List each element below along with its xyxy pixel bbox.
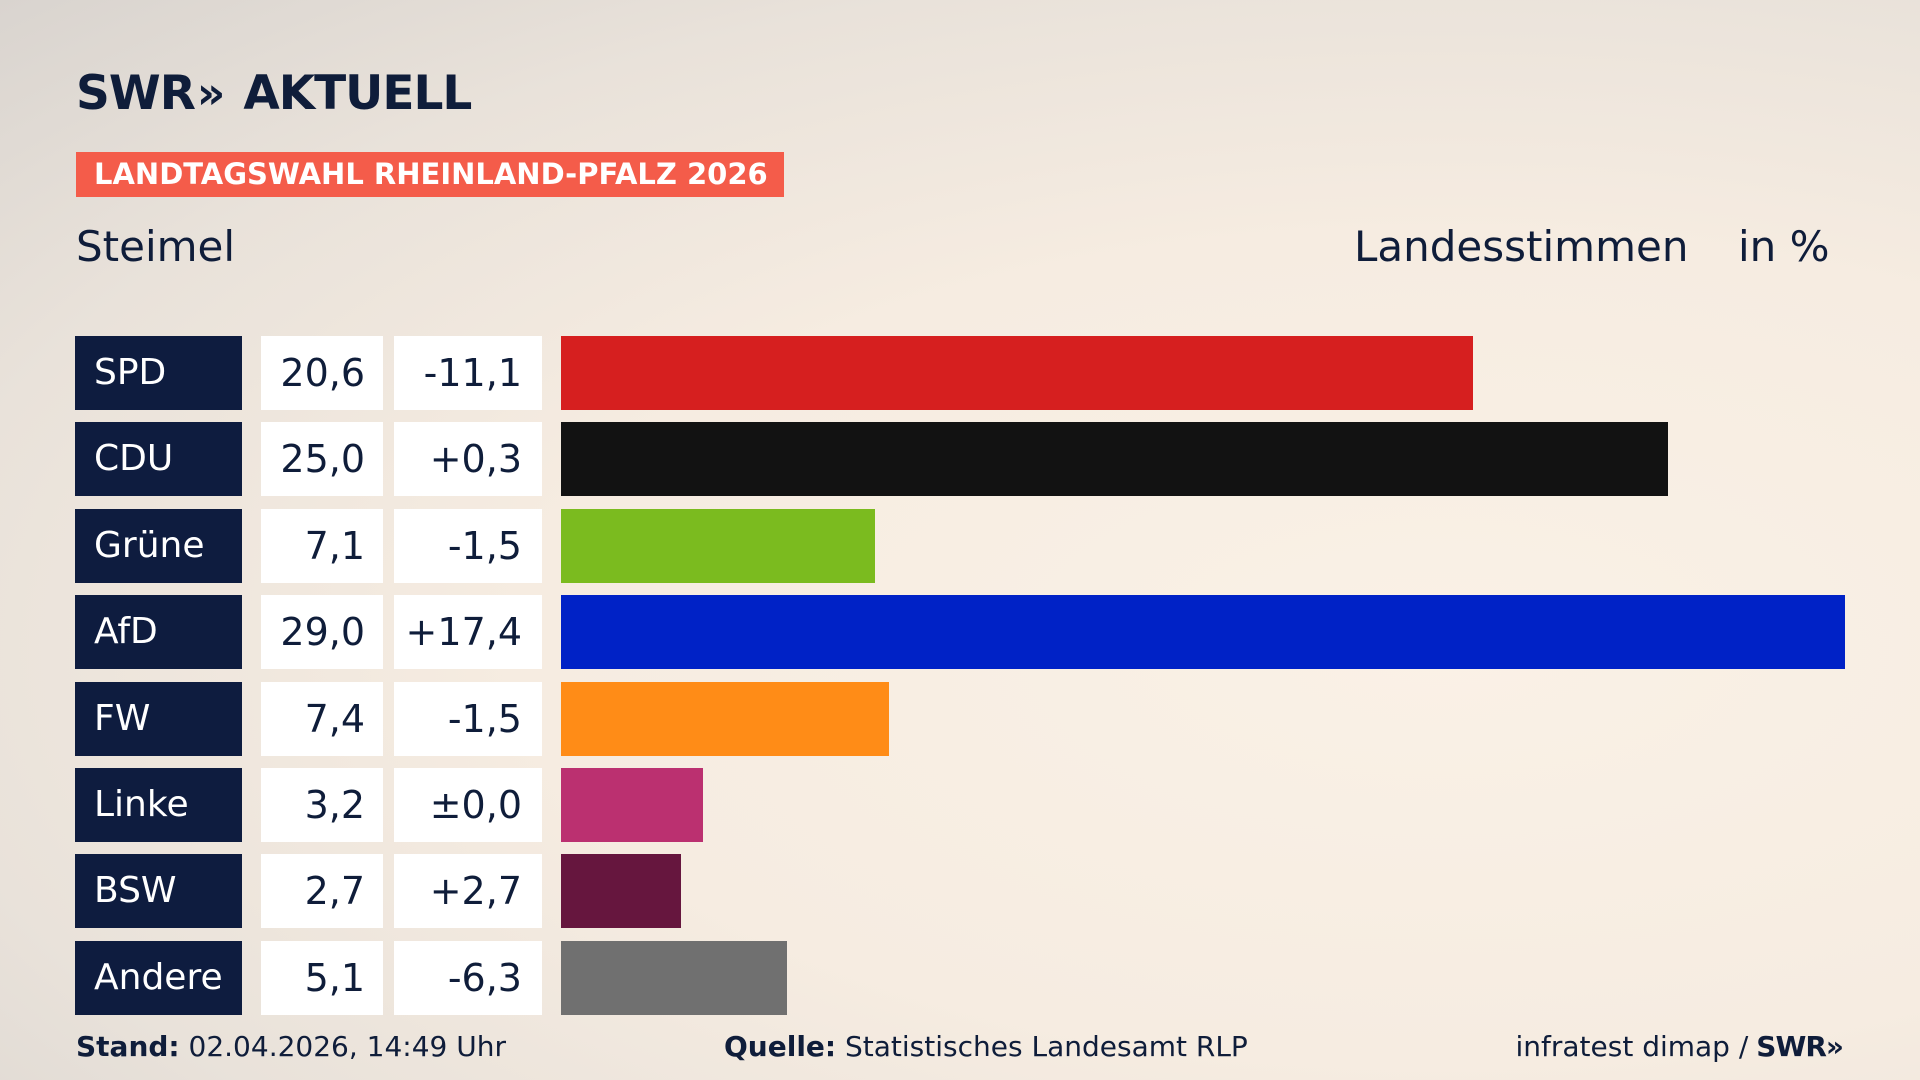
- party-label: Andere: [75, 940, 242, 1015]
- unit-label: in %: [1738, 222, 1830, 271]
- change-label: +2,7: [394, 854, 542, 929]
- change-label: -6,3: [394, 940, 542, 1015]
- party-label: BSW: [75, 854, 242, 929]
- value-label: 5,1: [261, 940, 383, 1015]
- place-name: Steimel: [76, 222, 236, 271]
- source-value: Statistisches Landesamt RLP: [845, 1030, 1248, 1063]
- logo-brand: SWR: [76, 66, 196, 121]
- value-label: 20,6: [261, 336, 383, 410]
- footer-source: Quelle: Statistisches Landesamt RLP: [724, 1030, 1248, 1063]
- bar-cdu: [561, 422, 1668, 497]
- value-label: 25,0: [261, 422, 383, 497]
- stand-value: 02.04.2026, 14:49 Uhr: [188, 1030, 506, 1063]
- credit-text: infratest dimap /: [1515, 1030, 1749, 1063]
- bar-linke: [561, 768, 703, 842]
- bar-grüne: [561, 508, 875, 583]
- party-label: AfD: [75, 595, 242, 670]
- value-label: 29,0: [261, 595, 383, 670]
- event-badge: LANDTAGSWAHL RHEINLAND-PFALZ 2026: [76, 152, 784, 197]
- change-label: +0,3: [394, 422, 542, 497]
- change-label: -11,1: [394, 336, 542, 410]
- change-label: -1,5: [394, 681, 542, 756]
- bar-andere: [561, 940, 787, 1015]
- bar-fw: [561, 681, 889, 756]
- bar-bsw: [561, 854, 681, 929]
- stand-label: Stand:: [76, 1030, 180, 1063]
- party-label: SPD: [75, 336, 242, 410]
- footer-stand: Stand: 02.04.2026, 14:49 Uhr: [76, 1030, 506, 1063]
- party-label: CDU: [75, 422, 242, 497]
- swr-aktuell-logo: SWR » AKTUELL: [76, 66, 472, 121]
- swr-mini-logo: SWR»: [1756, 1030, 1844, 1063]
- bar-spd: [561, 336, 1473, 410]
- value-label: 2,7: [261, 854, 383, 929]
- change-label: ±0,0: [394, 768, 542, 842]
- party-label: Grüne: [75, 508, 242, 583]
- source-label: Quelle:: [724, 1030, 837, 1063]
- metric-label: Landesstimmen: [1354, 222, 1689, 271]
- change-label: -1,5: [394, 508, 542, 583]
- value-label: 7,4: [261, 681, 383, 756]
- footer-credit: infratest dimap / SWR»: [1515, 1030, 1844, 1063]
- party-label: FW: [75, 681, 242, 756]
- change-label: +17,4: [394, 595, 542, 670]
- bar-afd: [561, 595, 1845, 670]
- value-label: 3,2: [261, 768, 383, 842]
- value-label: 7,1: [261, 508, 383, 583]
- party-label: Linke: [75, 768, 242, 842]
- logo-product: AKTUELL: [243, 66, 472, 121]
